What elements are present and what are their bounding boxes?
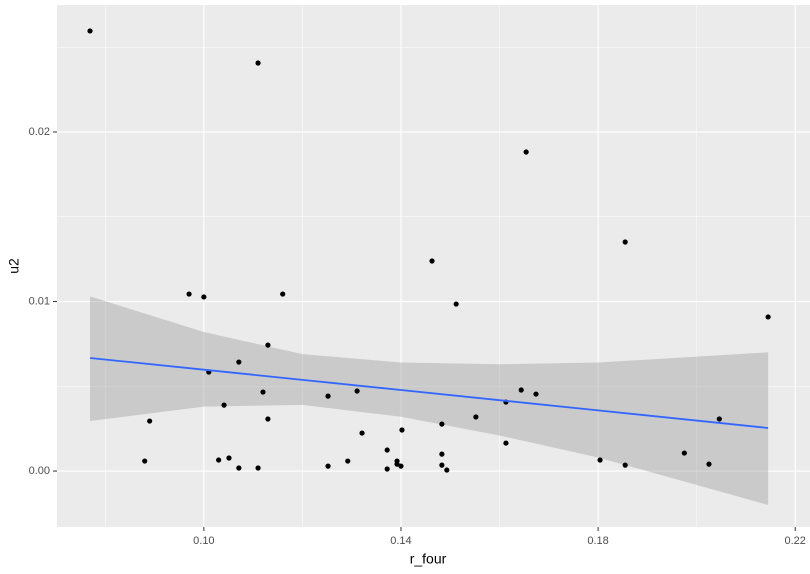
point	[523, 149, 529, 155]
point	[622, 462, 628, 468]
point	[186, 291, 192, 297]
point	[444, 467, 450, 473]
confidence-band	[90, 296, 769, 505]
point	[453, 301, 459, 307]
point	[518, 387, 524, 393]
y-tick-label: 0.02	[29, 126, 50, 138]
point	[439, 421, 445, 427]
point	[280, 291, 286, 297]
x-tick-label: 0.22	[785, 535, 806, 547]
point	[384, 466, 390, 472]
smooth-line	[89, 357, 769, 429]
y-tick-label: 0.01	[29, 295, 50, 307]
x-tick-label: 0.18	[587, 535, 608, 547]
y-axis-title: u2	[6, 258, 22, 274]
point	[681, 450, 687, 456]
y-tick-label: 0.00	[29, 465, 50, 477]
point	[255, 60, 261, 66]
point	[325, 463, 331, 469]
point	[439, 462, 445, 468]
point	[597, 457, 603, 463]
point	[354, 388, 360, 394]
point	[221, 402, 227, 408]
point	[265, 342, 271, 348]
point	[622, 239, 628, 245]
point	[394, 461, 400, 467]
point	[87, 28, 93, 34]
point	[533, 391, 539, 397]
point	[359, 430, 365, 436]
point	[706, 461, 712, 467]
point	[439, 451, 445, 457]
point	[345, 458, 351, 464]
x-tick-label: 0.10	[193, 535, 214, 547]
point	[716, 416, 722, 422]
point	[260, 389, 266, 395]
point	[325, 393, 331, 399]
point	[503, 440, 509, 446]
point	[473, 414, 479, 420]
point	[255, 465, 261, 471]
point	[384, 447, 390, 453]
plot-background	[57, 5, 810, 527]
point	[142, 458, 148, 464]
point	[265, 416, 271, 422]
point	[398, 463, 404, 469]
point	[236, 359, 242, 365]
point	[216, 457, 222, 463]
x-tick-label: 0.14	[390, 535, 411, 547]
point	[147, 418, 153, 424]
point	[765, 314, 771, 320]
x-axis-title: r_four	[410, 551, 447, 567]
point	[236, 465, 242, 471]
point	[429, 258, 435, 264]
point	[399, 427, 405, 433]
point	[226, 455, 232, 461]
point	[201, 294, 207, 300]
